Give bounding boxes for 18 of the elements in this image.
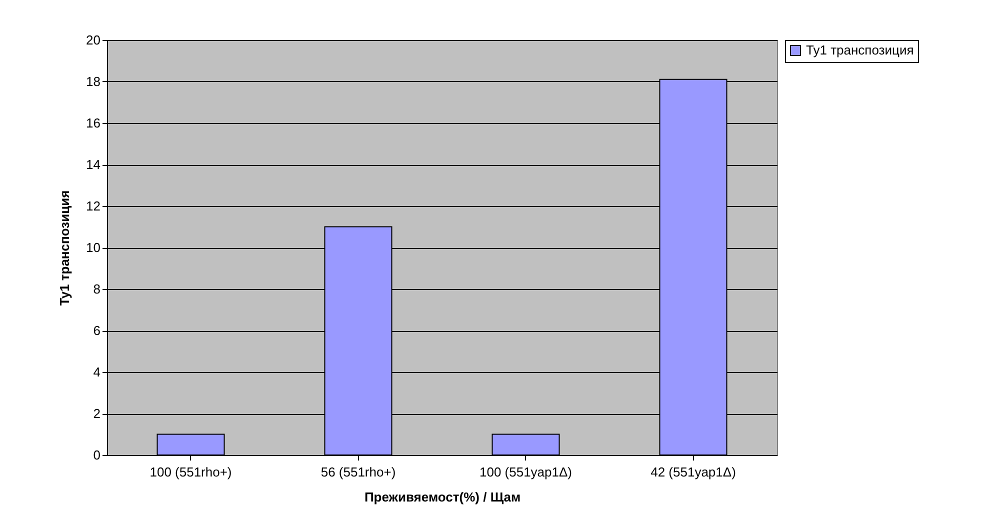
y-tick-label: 6 [93,323,100,338]
y-tick-label: 12 [86,198,100,214]
x-tick-label: 56 (551rho+) [320,464,396,480]
y-tick-label: 0 [93,448,100,462]
x-tick-label: 42 (551yap1Δ) [650,464,736,480]
y-tick-label: 2 [93,406,100,421]
y-tick-label: 8 [93,282,100,296]
y-tick-label: 10 [86,240,100,255]
legend-label: Ty1 транспозиция [806,42,914,58]
y-tick-label: 18 [86,74,100,89]
x-tick-label: 100 (551yap1Δ) [479,464,572,480]
y-tick-label: 4 [93,364,100,380]
y-axis-title: Ty1 транспозиция [57,190,72,306]
y-tick-label: 14 [86,157,100,172]
x-axis-title: Преживяемост(%) / Щам [364,490,521,504]
x-tick-label: 100 (551rho+) [150,464,232,480]
y-tick-label: 16 [86,116,100,130]
y-tick-label: 20 [86,32,100,48]
